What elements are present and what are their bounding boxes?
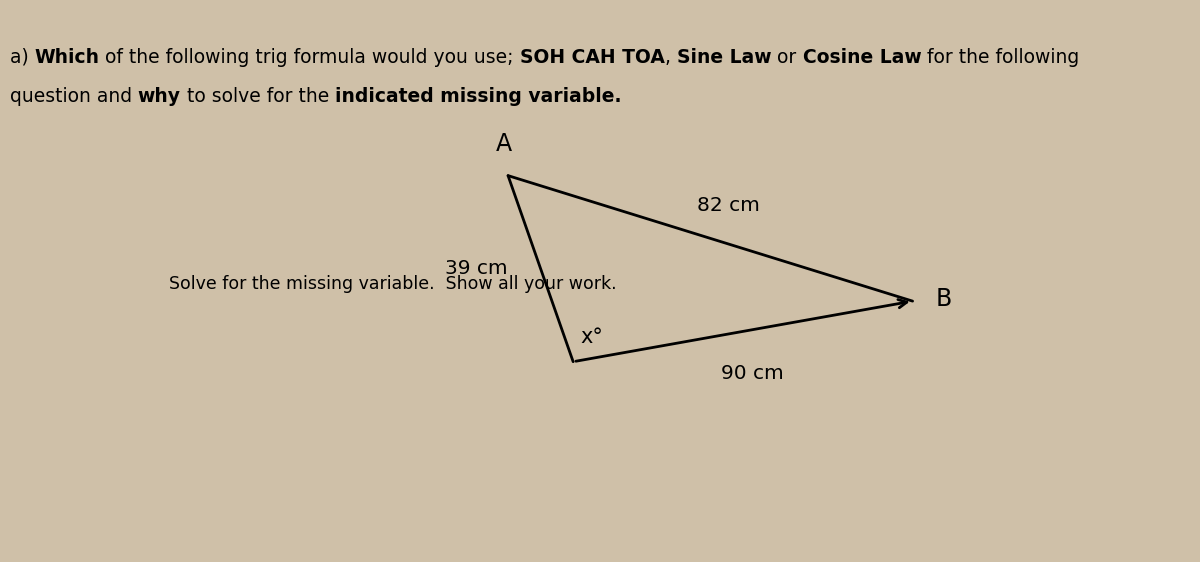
Text: x°: x° [581,327,604,347]
Text: ,: , [665,48,677,67]
Text: Sine Law: Sine Law [677,48,772,67]
Text: question and: question and [10,87,138,106]
Text: for the following: for the following [922,48,1080,67]
Text: B: B [936,287,952,311]
Text: of the following trig formula would you use;: of the following trig formula would you … [100,48,520,67]
Text: indicated missing variable.: indicated missing variable. [335,87,622,106]
Text: why: why [138,87,181,106]
Text: 82 cm: 82 cm [697,196,761,215]
Text: 39 cm: 39 cm [445,259,508,278]
Text: to solve for the: to solve for the [181,87,335,106]
Text: Cosine Law: Cosine Law [803,48,922,67]
Text: Which: Which [35,48,100,67]
Text: a): a) [10,48,35,67]
Text: A: A [496,132,511,156]
Text: 90 cm: 90 cm [721,364,784,383]
Text: or: or [772,48,803,67]
Text: Solve for the missing variable.  Show all your work.: Solve for the missing variable. Show all… [168,275,617,293]
Text: SOH CAH TOA: SOH CAH TOA [520,48,665,67]
